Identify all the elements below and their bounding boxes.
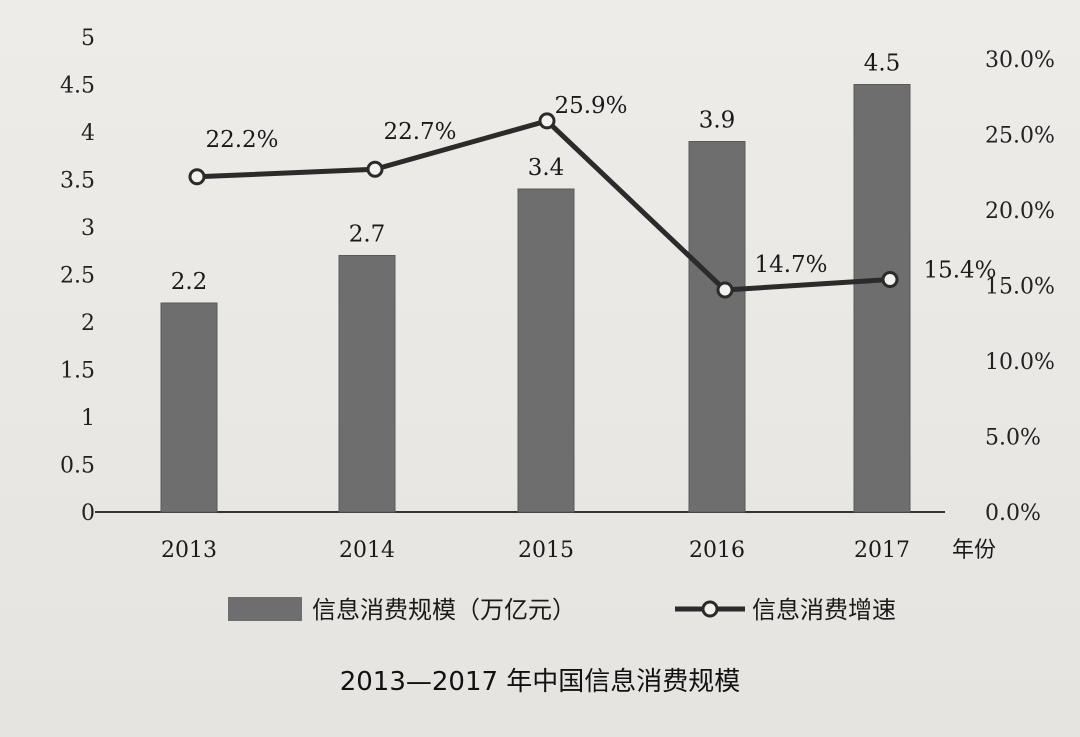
left-tick-label: 5: [81, 26, 95, 51]
left-axis-ticks: 0 0.5 1 1.5 2 2.5 3 3.5 4 4.5 5: [60, 26, 95, 526]
category-label: 2017: [854, 538, 910, 563]
bar-series: [160, 84, 911, 513]
legend: 信息消费规模（万亿元） 信息消费增速: [228, 596, 896, 624]
left-tick-label: 1.5: [60, 359, 95, 384]
bar: [517, 188, 575, 513]
line-point: [366, 160, 384, 178]
chart-title: 2013—2017 年中国信息消费规模: [340, 667, 741, 697]
bar: [853, 84, 911, 513]
legend-bar-swatch: [228, 597, 302, 621]
left-tick-label: 2.5: [60, 264, 95, 289]
legend-line-label: 信息消费增速: [752, 596, 896, 624]
right-tick-label: 10.0%: [985, 350, 1055, 375]
right-tick-label: 25.0%: [985, 124, 1055, 149]
left-tick-label: 3.5: [60, 169, 95, 194]
category-label: 2015: [518, 538, 574, 563]
right-tick-label: 30.0%: [985, 48, 1055, 73]
line-point: [881, 270, 899, 288]
category-label: 2013: [161, 538, 217, 563]
left-tick-label: 0: [81, 501, 95, 526]
line-value-label: 15.4%: [923, 257, 996, 283]
category-label: 2014: [339, 538, 395, 563]
bar-value-label: 4.5: [864, 51, 901, 77]
bar: [160, 302, 218, 513]
bar: [338, 255, 396, 513]
right-tick-label: 5.0%: [985, 426, 1041, 451]
legend-bar-label: 信息消费规模（万亿元）: [312, 596, 576, 624]
line-series: 22.2% 22.7% 25.9% 14.7% 15.4%: [188, 93, 997, 299]
left-tick-label: 4: [81, 121, 95, 146]
bar-value-label: 3.4: [528, 155, 565, 181]
left-tick-label: 0.5: [60, 454, 95, 479]
right-axis-ticks: 0.0% 5.0% 10.0% 15.0% 20.0% 25.0% 30.0%: [985, 48, 1055, 526]
line-point: [716, 281, 734, 299]
bar-value-label: 2.7: [349, 222, 386, 248]
line-point: [188, 168, 206, 186]
right-tick-label: 15.0%: [985, 275, 1055, 300]
right-tick-label: 20.0%: [985, 199, 1055, 224]
right-tick-label: 0.0%: [985, 501, 1041, 526]
category-label: 2016: [689, 538, 745, 563]
line-value-label: 22.7%: [383, 119, 456, 145]
line-point: [538, 112, 556, 130]
bar-value-label: 3.9: [699, 108, 736, 134]
line-value-label: 22.2%: [205, 127, 278, 153]
legend-line-marker: [701, 600, 719, 618]
bar-data-labels: 2.2 2.7 3.4 3.9 4.5: [171, 51, 901, 296]
category-labels: 2013 2014 2015 2016 2017: [161, 538, 910, 563]
bar-value-label: 2.2: [171, 269, 208, 295]
x-axis-label: 年份: [952, 538, 996, 563]
left-tick-label: 1: [81, 406, 95, 431]
left-tick-label: 3: [81, 216, 95, 241]
line-value-label: 14.7%: [754, 252, 827, 278]
line-value-label: 25.9%: [554, 93, 627, 119]
left-tick-label: 2: [81, 311, 95, 336]
left-tick-label: 4.5: [60, 74, 95, 99]
bar: [688, 141, 746, 513]
